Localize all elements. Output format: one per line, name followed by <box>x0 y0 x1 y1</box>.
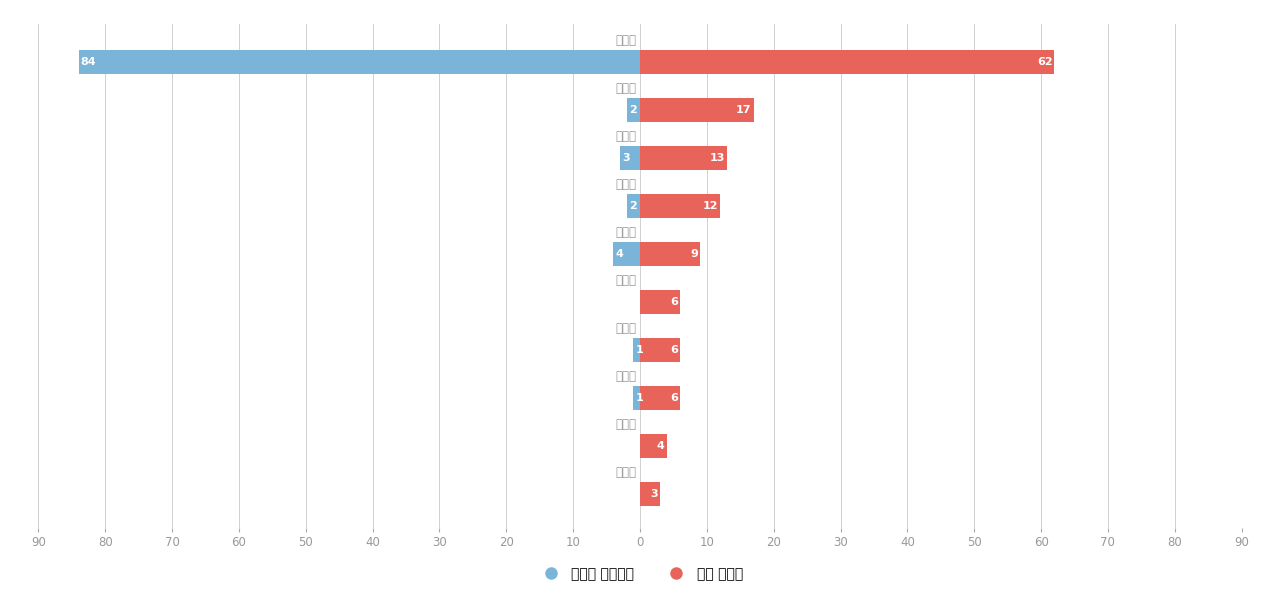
Text: 김유미: 김유미 <box>616 370 636 383</box>
Bar <box>640 338 680 362</box>
Text: 0: 0 <box>631 490 639 499</box>
Bar <box>613 242 640 266</box>
Text: 박시형: 박시형 <box>616 178 636 191</box>
Text: 1: 1 <box>635 394 643 403</box>
Text: 6: 6 <box>671 394 678 403</box>
Text: 정성재: 정성재 <box>616 34 636 47</box>
Text: 김동석: 김동석 <box>616 130 636 143</box>
Text: 4: 4 <box>616 250 623 259</box>
Text: 최준현: 최준현 <box>616 226 636 239</box>
Bar <box>634 338 640 362</box>
Bar <box>640 242 700 266</box>
Text: 문형인: 문형인 <box>616 82 636 95</box>
Text: 0: 0 <box>631 298 639 307</box>
Text: 3: 3 <box>650 490 658 499</box>
Text: 13: 13 <box>709 154 724 163</box>
Bar <box>640 386 680 410</box>
Bar <box>640 146 727 170</box>
Text: 1: 1 <box>635 346 643 355</box>
Text: 3: 3 <box>622 154 630 163</box>
Bar <box>640 482 660 506</box>
Text: 정하길: 정하길 <box>616 322 636 335</box>
Bar <box>627 194 640 218</box>
Bar <box>640 194 721 218</box>
Text: 2: 2 <box>628 106 636 115</box>
Text: 0: 0 <box>631 442 639 451</box>
Bar <box>634 386 640 410</box>
Bar <box>640 50 1055 74</box>
Bar <box>640 290 680 314</box>
Text: 6: 6 <box>671 298 678 307</box>
Bar <box>620 146 640 170</box>
Bar <box>640 434 667 458</box>
Text: 62: 62 <box>1037 58 1052 67</box>
Text: 서승범: 서승범 <box>616 418 636 431</box>
Bar <box>627 98 640 122</box>
Text: 12: 12 <box>703 202 718 211</box>
Legend: 심사관 피인용수, 공개 특허수: 심사관 피인용수, 공개 특허수 <box>531 562 749 587</box>
Bar <box>640 98 754 122</box>
Text: 이석주: 이석주 <box>616 274 636 287</box>
Text: 84: 84 <box>81 58 96 67</box>
Text: 9: 9 <box>690 250 698 259</box>
Text: 6: 6 <box>671 346 678 355</box>
Text: 4: 4 <box>657 442 664 451</box>
Bar <box>78 50 640 74</box>
Text: 17: 17 <box>736 106 751 115</box>
Text: 2: 2 <box>628 202 636 211</box>
Text: 강우정: 강우정 <box>616 466 636 479</box>
